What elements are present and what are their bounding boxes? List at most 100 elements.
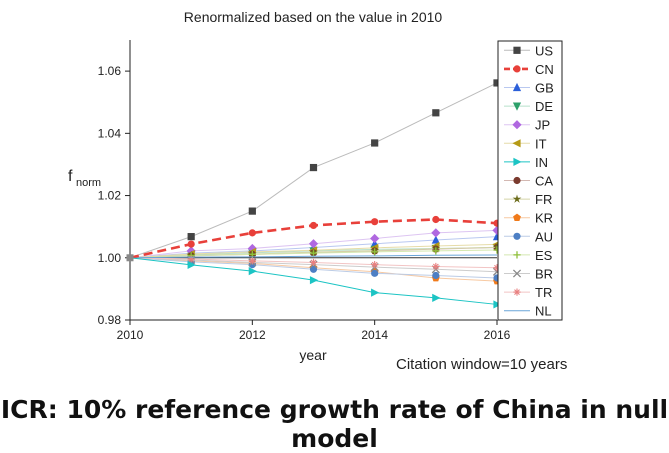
legend-item-cn: CN xyxy=(504,62,554,77)
legend-swatch-marker-ca xyxy=(513,176,521,185)
line-chart: Renormalized based on the value in 2010 … xyxy=(68,9,563,363)
figure-caption: ICR: 10% reference growth rate of China … xyxy=(0,395,669,453)
start-point-2010 xyxy=(126,254,134,262)
legend-item-in: IN xyxy=(504,155,548,170)
point-cn-2015 xyxy=(432,215,440,224)
legend-item-it: IT xyxy=(504,136,547,151)
point-cn-2012 xyxy=(248,229,256,237)
legend-swatch-marker-gb xyxy=(512,82,522,92)
series-cn xyxy=(129,215,501,260)
point-us-2011 xyxy=(187,233,195,241)
legend-label-nl: NL xyxy=(535,304,552,319)
legend-label-br: BR xyxy=(535,267,553,282)
legend-item-tr: TR xyxy=(504,285,552,300)
x-tick-label: 2012 xyxy=(239,328,266,342)
y-tick-label: 1.00 xyxy=(98,251,122,265)
point-cn-2013 xyxy=(309,221,318,230)
point-us-2012 xyxy=(248,207,256,215)
legend-label-tr: TR xyxy=(535,285,552,300)
legend-label-ca: CA xyxy=(535,174,553,189)
legend-swatch-marker-kr xyxy=(513,213,521,222)
point-jp-2013 xyxy=(308,239,319,249)
series-us xyxy=(129,79,501,259)
legend-swatch-marker-tr xyxy=(513,288,521,296)
legend-label-au: AU xyxy=(535,229,553,244)
plot-area: 0.98 1.00 1.02 1.04 1.06 2010 2012 2014 2016 xyxy=(98,40,511,342)
point-cn-2014 xyxy=(371,218,379,226)
point-in-2015 xyxy=(432,293,441,303)
legend-swatch-marker-us xyxy=(513,46,521,54)
x-tick-label: 2010 xyxy=(117,328,144,342)
legend-item-ca: CA xyxy=(504,174,553,189)
legend-label-de: DE xyxy=(535,99,553,114)
legend-label-us: US xyxy=(535,43,553,58)
point-in-2014 xyxy=(371,288,380,297)
point-us-2014 xyxy=(371,139,379,147)
y-axis-label-subscript: norm xyxy=(76,177,101,189)
point-au-2014 xyxy=(371,269,379,277)
legend-swatch-marker-es xyxy=(513,251,521,259)
point-in-2013 xyxy=(309,276,319,285)
series-tr xyxy=(129,255,501,272)
point-in-2011 xyxy=(187,260,196,270)
legend-label-fr: FR xyxy=(535,192,552,207)
point-es-2013 xyxy=(309,249,318,257)
point-in-2012 xyxy=(248,267,257,276)
chart-title: Renormalized based on the value in 2010 xyxy=(184,9,443,25)
legend-label-cn: CN xyxy=(535,62,554,77)
legend-swatch-marker-in xyxy=(513,157,522,166)
y-tick-label: 1.02 xyxy=(98,189,122,203)
point-jp-2012 xyxy=(247,243,257,254)
citation-window-note: Citation window=10 years xyxy=(396,356,568,373)
point-tr-2014 xyxy=(371,261,379,269)
y-tick-label: 0.98 xyxy=(98,313,122,327)
legend-item-br: BR xyxy=(504,267,553,282)
legend-item-nl: NL xyxy=(504,304,552,319)
legend-label-in: IN xyxy=(535,155,548,170)
point-es-2014 xyxy=(371,248,379,256)
point-tr-2016 xyxy=(493,264,501,272)
x-axis-label: year xyxy=(299,347,327,363)
legend-label-kr: KR xyxy=(535,211,553,226)
point-jp-2015 xyxy=(431,228,441,238)
legend-label-it: IT xyxy=(535,136,547,151)
legend-label-gb: GB xyxy=(535,81,554,96)
y-axis-label: f xyxy=(68,168,73,185)
legend-swatch-marker-au xyxy=(513,232,521,240)
point-gb-2015 xyxy=(431,235,440,244)
legend: US CN GB DE JP IT IN CA FR KR AU ES BR TR NL xyxy=(497,40,563,321)
point-us-2016 xyxy=(493,79,501,87)
legend-item-jp: JP xyxy=(504,118,550,133)
legend-swatch-marker-fr xyxy=(512,194,522,203)
legend-swatch-marker-br xyxy=(512,269,522,278)
point-es-2015 xyxy=(432,247,440,255)
legend-swatch-marker-it xyxy=(512,139,521,148)
legend-item-us: US xyxy=(504,43,553,58)
point-cn-2011 xyxy=(187,240,195,248)
legend-item-gb: GB xyxy=(504,81,554,96)
legend-label-es: ES xyxy=(535,248,553,263)
legend-swatch-marker-jp xyxy=(512,120,522,130)
legend-item-de: DE xyxy=(504,99,553,114)
series-nl xyxy=(129,254,498,259)
point-us-2015 xyxy=(432,109,440,117)
legend-item-au: AU xyxy=(504,229,553,244)
x-tick-label: 2016 xyxy=(484,328,511,342)
legend-swatch-marker-de xyxy=(512,102,522,111)
y-axis-title: f norm xyxy=(68,168,101,189)
legend-label-jp: JP xyxy=(535,118,550,133)
y-tick-label: 1.04 xyxy=(98,126,122,140)
point-tr-2012 xyxy=(248,257,256,265)
point-tr-2013 xyxy=(309,258,318,267)
point-au-2013 xyxy=(309,265,318,273)
point-au-2015 xyxy=(432,271,440,280)
legend-swatch-marker-cn xyxy=(513,65,521,73)
point-jp-2014 xyxy=(370,233,380,244)
legend-item-es: ES xyxy=(504,248,553,263)
point-tr-2015 xyxy=(432,262,440,271)
x-tick-label: 2014 xyxy=(361,328,388,342)
legend-item-kr: KR xyxy=(504,211,553,226)
point-us-2013 xyxy=(309,163,318,172)
point-tr-2011 xyxy=(187,255,195,263)
legend-item-fr: FR xyxy=(504,192,552,207)
